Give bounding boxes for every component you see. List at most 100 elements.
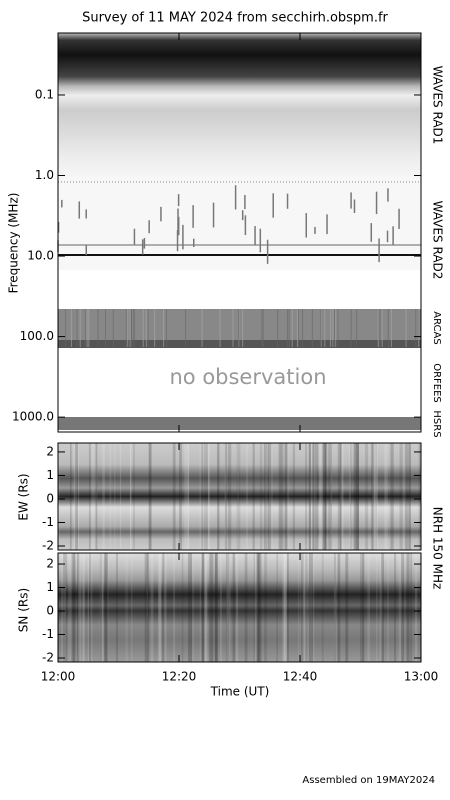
nrh-texture [87, 553, 90, 662]
nrh-texture [410, 553, 412, 662]
sn-image [58, 553, 421, 662]
nrh-texture [337, 553, 341, 662]
nrh-texture [264, 553, 268, 662]
annotation: no observation [169, 365, 326, 389]
nrh-texture [103, 443, 105, 550]
nrh-texture [345, 553, 349, 662]
nrh-texture [399, 443, 404, 550]
nrh-texture [208, 443, 211, 550]
nrh-texture [119, 443, 122, 550]
arcas-image [58, 340, 421, 348]
nrh-texture [409, 443, 411, 550]
nrh-texture [390, 443, 394, 550]
nrh-texture [280, 443, 284, 550]
nrh-texture [226, 553, 231, 662]
nrh-texture [72, 553, 76, 662]
instrument-label: HSRS [431, 410, 442, 437]
x-tick-label: 12:40 [283, 670, 318, 684]
nrh-texture [394, 553, 396, 662]
nrh-texture [224, 443, 227, 550]
nrh-texture [414, 553, 418, 662]
nrh-texture [236, 443, 241, 550]
nrh-texture [313, 443, 317, 550]
nrh-texture [146, 553, 149, 662]
nrh-texture [131, 553, 133, 662]
nrh-texture [418, 443, 421, 550]
nrh-texture [373, 443, 377, 550]
nrh-texture [398, 553, 402, 662]
nrh-texture [58, 443, 60, 550]
nrh-texture [144, 553, 149, 662]
nrh-texture [401, 443, 405, 550]
nrh-texture [267, 443, 272, 550]
nrh-texture [376, 553, 378, 662]
nrh-texture [376, 443, 378, 550]
nrh-texture [372, 443, 376, 550]
nrh-texture [333, 553, 336, 662]
nrh-texture [305, 443, 307, 550]
nrh-texture [203, 553, 208, 662]
nrh-texture [129, 443, 132, 550]
nrh-texture [125, 553, 128, 662]
nrh-texture [299, 553, 302, 662]
nrh-texture [75, 443, 78, 550]
nrh-texture [99, 553, 101, 662]
nrh-texture [340, 443, 344, 550]
nrh-texture [404, 443, 408, 550]
nrh-texture [350, 443, 352, 550]
panel-frame [57, 552, 422, 663]
nrh-texture [82, 553, 85, 662]
nrh-texture [308, 443, 311, 550]
nrh-texture [309, 443, 314, 550]
nrh-texture [227, 443, 232, 550]
nrh-texture [406, 553, 410, 662]
y-tick-label: -1 [42, 627, 54, 641]
instrument-label: WAVES RAD1 [431, 66, 445, 145]
nrh-texture [172, 443, 176, 550]
nrh-texture [199, 553, 202, 662]
nrh-texture [394, 553, 396, 662]
nrh-texture [282, 553, 286, 662]
nrh-texture [302, 553, 306, 662]
nrh-texture [150, 553, 154, 662]
nrh-texture [104, 553, 108, 662]
nrh-texture [99, 553, 103, 662]
nrh-texture [404, 553, 406, 662]
nrh-texture [95, 443, 98, 550]
y-tick-label: -1 [42, 515, 54, 529]
y-tick-label: 100.0 [20, 329, 54, 343]
instrument-label: ORFEES [431, 363, 442, 403]
nrh-texture [199, 443, 202, 550]
nrh-texture [115, 553, 118, 662]
nrh-texture [367, 553, 370, 662]
nrh-texture [362, 553, 365, 662]
nrh-texture [312, 443, 315, 550]
nrh-texture [269, 443, 273, 550]
y-tick-label: 0.1 [35, 87, 54, 101]
nrh-texture [74, 443, 78, 550]
nrh-texture [315, 443, 319, 550]
nrh-texture [404, 443, 406, 550]
nrh-texture [68, 553, 72, 662]
nrh-texture [208, 443, 210, 550]
nrh-texture [237, 443, 239, 550]
nrh-texture [88, 443, 91, 550]
nrh-texture [149, 443, 151, 550]
nrh-texture [309, 553, 312, 662]
nrh-texture [407, 443, 411, 550]
y-tick-label: 0 [46, 604, 54, 618]
nrh-texture [214, 553, 218, 662]
nrh-texture [224, 443, 228, 550]
nrh-texture [321, 443, 326, 550]
nrh-texture [303, 553, 306, 662]
nrh-texture [232, 553, 235, 662]
nrh-texture [349, 443, 351, 550]
nrh-texture [379, 553, 383, 662]
nrh-texture [320, 443, 324, 550]
nrh-texture [90, 553, 93, 662]
nrh-texture [322, 443, 327, 550]
nrh-texture [308, 443, 311, 550]
nrh-texture [76, 553, 80, 662]
nrh-texture [328, 443, 333, 550]
